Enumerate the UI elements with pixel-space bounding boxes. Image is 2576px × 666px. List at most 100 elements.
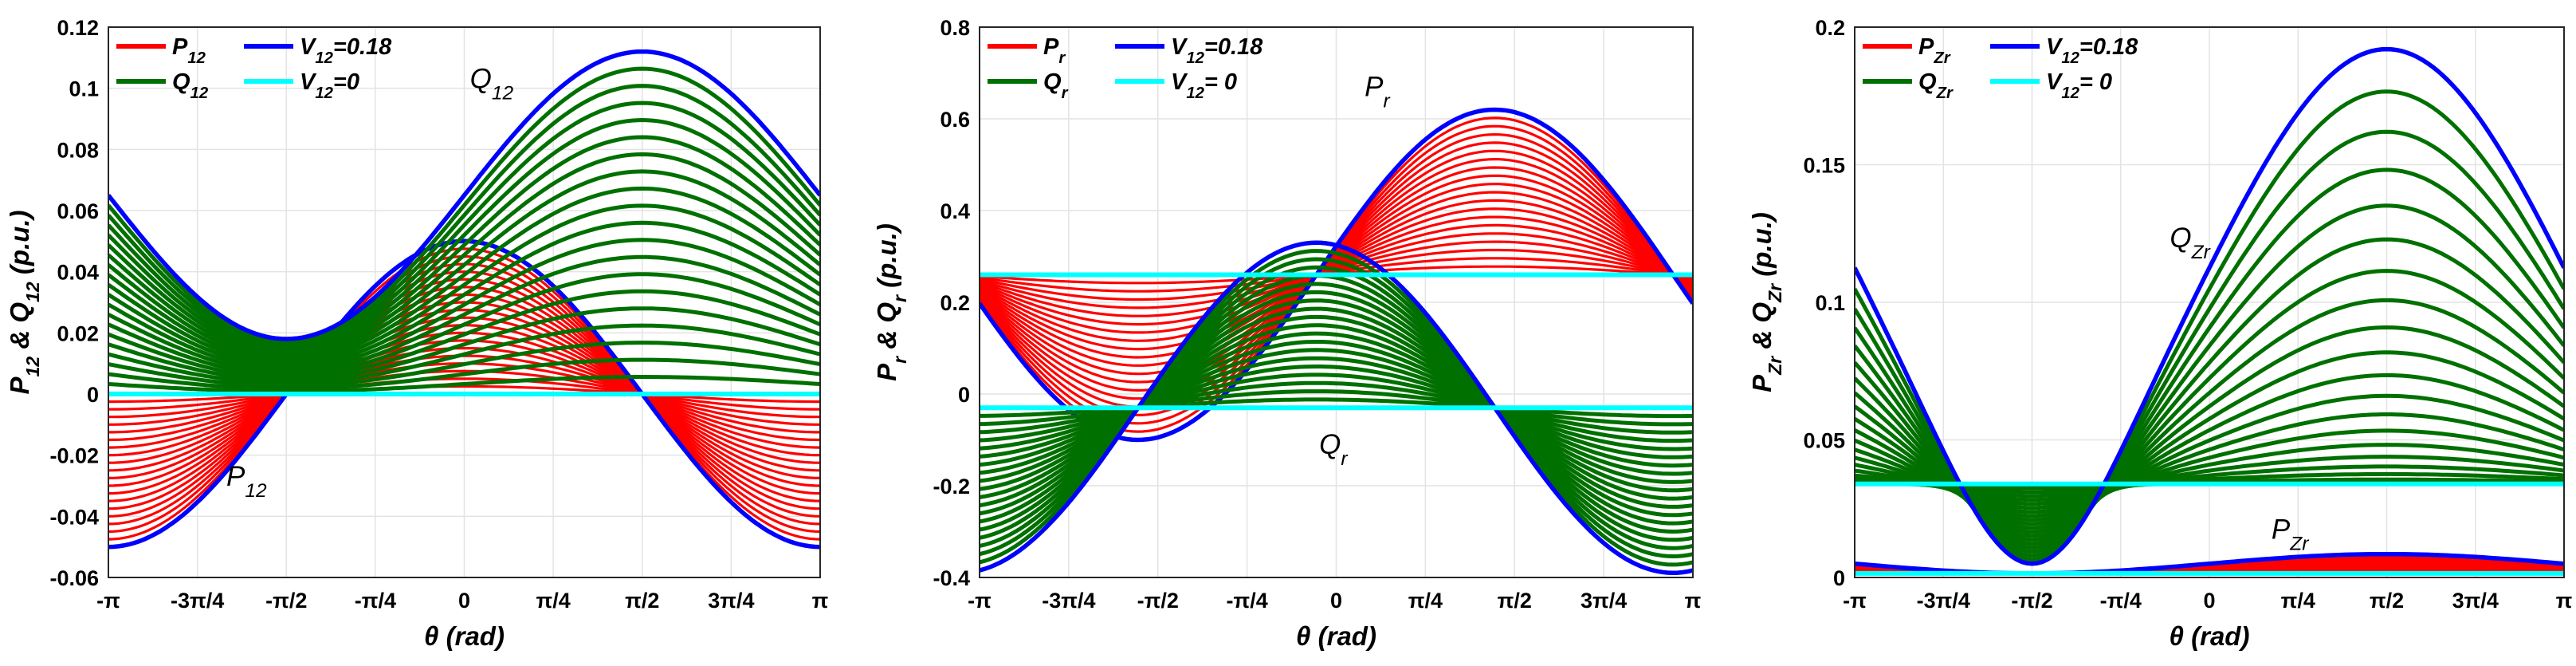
series-Q12-curve-17 [108,100,820,349]
series-P12-curve-1 [108,384,820,404]
series-QZr [1855,46,2564,566]
y-tick-label: -0.4 [933,566,970,590]
chart-2: -π -3π/4 -π/2 -π/4 0 π/4 π/2 3π/4 π -0.4 -0.2 0 0.2 0… [872,16,1701,651]
x-tick-label: π/4 [1408,589,1443,613]
series-Qr-curve-12 [980,306,1693,509]
axes-frame [979,26,1694,578]
series-Qr-v12-max [980,240,1693,575]
curves [980,107,1693,575]
series-QZr-curve-3 [1855,471,2564,499]
y-tick-label: 0.12 [57,16,99,40]
y-tick-label: 0.2 [1815,16,1845,40]
axes-frame [1854,26,2565,578]
x-tick-label: 3π/4 [1581,589,1627,613]
x-tick-label: -π [1843,589,1867,613]
series-Qr-curve-10 [980,323,1693,493]
series-Q12-curve-6 [108,289,820,380]
series-Q12-curve-2 [108,357,820,391]
series-P12-curve-7 [108,339,820,449]
series-P12-curve-10 [108,316,820,472]
series-Q12-curve-14 [108,152,820,358]
annotation-label: QZr [2170,223,2210,263]
annotation-label: PZr [2272,514,2309,555]
x-tick-label: -π/2 [1137,589,1179,613]
x-tick-label: -π/4 [355,589,396,613]
series-Q12-curve-10 [108,220,820,369]
series-Q12-v12-max [108,49,820,341]
x-tick-label: 0 [2203,589,2215,613]
y-tick-label: 0.04 [57,261,99,285]
x-tick-label: -3π/4 [1042,589,1095,613]
x-tick-label: -3π/4 [171,589,224,613]
series-QZr-v12-max [1855,46,2564,566]
x-tick-label: -π/4 [1227,589,1268,613]
legend-label: QZr [1918,69,1954,102]
series-P12-curve-11 [108,308,820,479]
x-tick-label: -π [96,589,120,613]
y-tick-label: 0 [958,383,970,407]
y-tick-label: 0.4 [940,199,970,223]
series-Qr-curve-1 [980,397,1693,419]
chart-3: -π -3π/4 -π/2 -π/4 0 π/4 π/2 3π/4 π 0 0.05 0.1 0.15 0… [1747,16,2572,651]
x-tick-label: π/4 [536,589,571,613]
series-Pr-curve-2 [980,257,1693,293]
y-tick-label: -0.2 [933,475,970,499]
series-Qr-curve-5 [980,365,1693,451]
series-P12-curve-15 [108,278,820,510]
series-Pr-curve-6 [980,223,1693,326]
annotation-label: Q12 [470,64,514,104]
y-tick-label: 0 [87,383,99,407]
y-tick-label: 0.06 [57,199,99,223]
legend-label: V12= 0 [2046,69,2112,102]
x-axis-label: θ (rad) [424,621,505,651]
y-tick-label: -0.02 [49,444,99,468]
series-Q12-curve-1 [108,375,820,393]
y-tick-label: 0.1 [1815,291,1845,315]
x-tick-label: 0 [1330,589,1342,613]
x-tick-label: 0 [458,589,470,613]
x-tick-label: -π [968,589,992,613]
series-Q12-curve-5 [108,306,820,383]
series-P12-curve-19 [108,247,820,541]
series-P12-curve-16 [108,270,820,518]
x-tick-label: π [1685,589,1702,613]
series-Qr-curve-9 [980,331,1693,484]
series-P12-v12-max [108,238,820,550]
y-tick-label: 0.02 [57,321,99,345]
legend-label: V12=0.18 [300,34,392,67]
series-Qr-curve-13 [980,298,1693,518]
y-tick-label: 0 [1833,566,1845,590]
x-tick-label: 3π/4 [2452,589,2499,613]
y-tick-label: -0.04 [49,505,99,529]
series-Q12-curve-16 [108,117,820,353]
series-Qr-curve-7 [980,348,1693,468]
series-Q12-curve-11 [108,203,820,366]
y-tick-label: 0.05 [1803,429,1845,453]
legend-label: Qr [1043,69,1069,102]
x-tick-label: π/2 [625,589,659,613]
curves [108,49,820,550]
series-Q12-curve-18 [108,84,820,347]
series-P12-curve-6 [108,346,820,442]
y-tick-label: 0.8 [940,16,970,40]
series-P12-curve-2 [108,377,820,411]
x-axis-label: θ (rad) [2170,621,2250,651]
y-tick-label: 0.6 [940,108,970,132]
legend-label: Pr [1043,34,1066,67]
x-tick-label: -3π/4 [1917,589,1970,613]
series-Q12-curve-4 [108,323,820,385]
legend: Pr V12=0.18 Qr V12= 0 [988,34,1263,102]
x-tick-label: π [812,589,829,613]
annotation-label: P12 [226,461,267,502]
annotation-label: Qr [1319,429,1348,470]
series-Qr-curve-8 [980,340,1693,476]
y-tick-label: 0.15 [1803,154,1845,178]
y-tick-label: 0.08 [57,138,99,162]
series-Qr-curve-14 [980,290,1693,526]
x-tick-label: π [2556,589,2573,613]
series-Qr-curve-2 [980,389,1693,427]
series-Q12-curve-15 [108,135,820,355]
legend-label: V12=0 [300,69,359,102]
x-tick-label: -π/4 [2100,589,2142,613]
series-Qr-curve-3 [980,380,1693,435]
